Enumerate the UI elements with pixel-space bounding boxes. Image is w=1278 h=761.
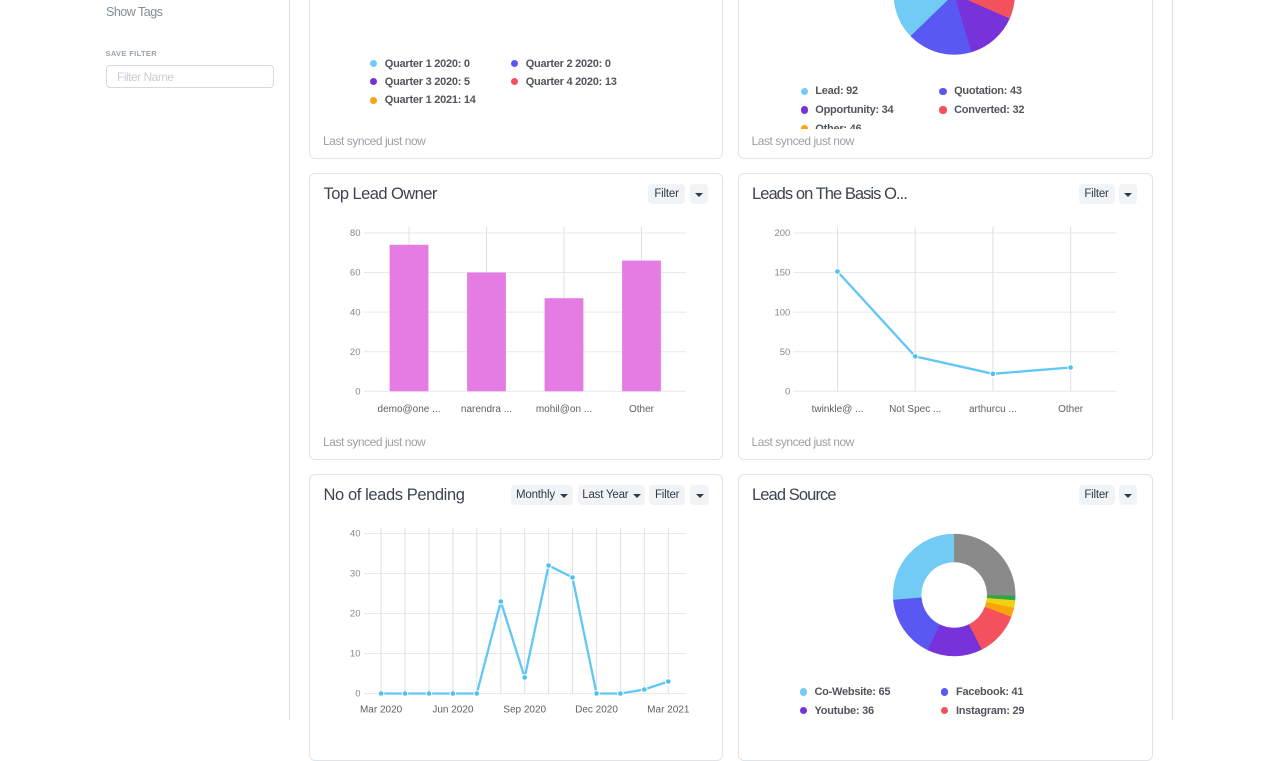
svg-text:10: 10 <box>350 649 361 660</box>
svg-text:Not Spec ...: Not Spec ... <box>889 404 941 415</box>
svg-text:Jun 2020: Jun 2020 <box>432 705 474 716</box>
svg-text:Other: Other <box>1058 404 1084 415</box>
svg-text:0: 0 <box>785 387 790 398</box>
svg-text:narendra ...: narendra ... <box>461 404 512 415</box>
svg-text:150: 150 <box>774 268 790 279</box>
svg-text:mohil@on ...: mohil@on ... <box>536 404 592 415</box>
svg-text:20: 20 <box>350 347 361 358</box>
svg-text:200: 200 <box>774 228 790 239</box>
svg-text:100: 100 <box>774 307 790 318</box>
svg-text:20: 20 <box>350 609 361 620</box>
svg-text:Mar 2021: Mar 2021 <box>647 705 690 716</box>
svg-text:50: 50 <box>779 347 790 358</box>
svg-text:40: 40 <box>350 307 361 318</box>
svg-text:0: 0 <box>355 689 360 700</box>
svg-text:Mar 2020: Mar 2020 <box>360 705 403 716</box>
svg-text:60: 60 <box>350 268 361 279</box>
svg-text:Other: Other <box>629 404 655 415</box>
svg-text:0: 0 <box>355 387 360 398</box>
svg-text:40: 40 <box>350 529 361 540</box>
svg-text:30: 30 <box>350 569 361 580</box>
svg-text:arthurcu ...: arthurcu ... <box>968 404 1016 415</box>
svg-text:80: 80 <box>350 228 361 239</box>
svg-text:Sep 2020: Sep 2020 <box>503 705 546 716</box>
svg-text:twinkle@ ...: twinkle@ ... <box>811 404 863 415</box>
svg-text:Dec 2020: Dec 2020 <box>575 705 618 716</box>
svg-text:demo@one ...: demo@one ... <box>378 404 441 415</box>
